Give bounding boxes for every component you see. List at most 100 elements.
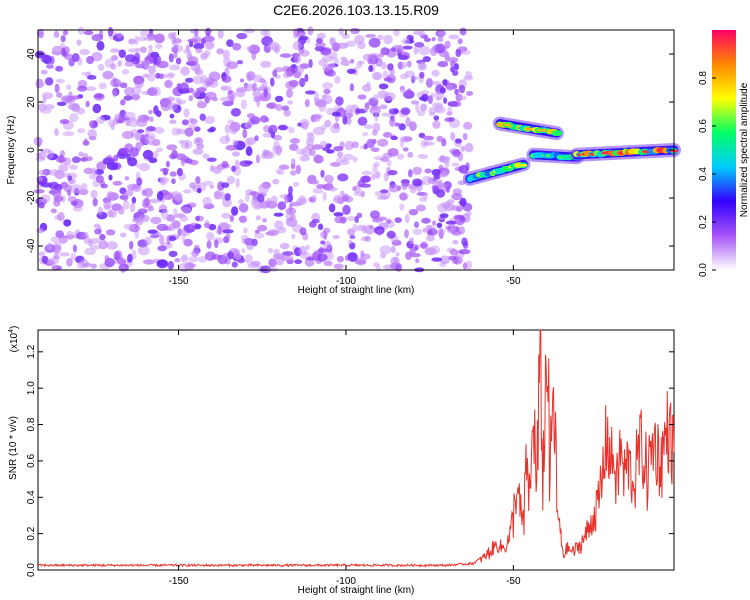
heatmap-noise-blob — [155, 147, 163, 153]
heatmap-noise-blob — [67, 189, 72, 197]
heatmap-noise-blob — [104, 257, 115, 268]
heatmap-noise-blob — [268, 247, 274, 254]
heatmap-noise-blob — [313, 180, 320, 185]
colorbar-tick-label: 0.8 — [698, 71, 709, 85]
heatmap-noise-blob — [338, 27, 344, 36]
heatmap-noise-blob — [126, 188, 134, 197]
heatmap-noise-blob — [118, 49, 127, 58]
heatmap-noise-blob — [63, 219, 72, 227]
heatmap-noise-blob — [33, 189, 45, 194]
heatmap-noise-blob — [299, 155, 310, 162]
heatmap-noise-blob — [60, 35, 66, 43]
heatmap-noise-blob — [457, 95, 467, 101]
heatmap-noise-blob — [205, 231, 215, 241]
heatmap-noise-blob — [400, 107, 411, 115]
heatmap-noise-blob — [180, 66, 190, 76]
heatmap-noise-blob — [91, 51, 103, 62]
heatmap-noise-blob — [376, 229, 383, 236]
heatmap-noise-blob — [219, 135, 231, 145]
heatmap-noise-blob — [260, 115, 269, 123]
heatmap-noise-blob — [191, 250, 200, 257]
heatmap-noise-blob — [245, 146, 253, 157]
heatmap-noise-blob — [366, 138, 375, 149]
heatmap-noise-blob — [393, 28, 400, 37]
heatmap-noise-blob — [131, 196, 137, 204]
heatmap-noise-blob — [123, 95, 133, 101]
heatmap-noise-blob — [421, 93, 429, 102]
heatmap-noise-blob — [357, 116, 368, 126]
heatmap-noise-blob — [142, 59, 151, 69]
heatmap-noise-blob — [241, 238, 253, 245]
heatmap-noise-blob — [332, 235, 341, 239]
heatmap-noise-blob — [337, 173, 349, 182]
heatmap-noise-blob — [439, 87, 446, 94]
heatmap-noise-blob — [317, 223, 324, 231]
heatmap-noise-blob — [436, 179, 443, 190]
heatmap-noise-blob — [190, 118, 198, 125]
heatmap-noise-blob — [313, 91, 319, 102]
heatmap-noise-blob — [422, 56, 431, 63]
heatmap-noise-blob — [268, 230, 278, 237]
heatmap-noise-blob — [330, 162, 342, 167]
heatmap-noise-blob — [157, 245, 167, 252]
heatmap-noise-blob — [259, 265, 272, 274]
heatmap-noise-blob — [72, 156, 81, 164]
heatmap-noise-blob — [147, 65, 157, 75]
heatmap-noise-blob — [159, 234, 165, 245]
heatmap-noise-blob — [394, 217, 402, 224]
heatmap-noise-blob — [414, 221, 419, 228]
heatmap-noise-blob — [119, 147, 130, 154]
heatmap-noise-blob — [143, 36, 156, 42]
heatmap-noise-blob — [144, 236, 152, 246]
heatmap-noise-blob — [383, 34, 393, 45]
heatmap-noise-blob — [193, 42, 205, 50]
heatmap-noise-blob — [119, 82, 128, 89]
heatmap-noise-blob — [146, 89, 158, 96]
heatmap-noise-blob — [92, 103, 102, 114]
heatmap-noise-blob — [224, 193, 231, 201]
heatmap-noise-blob — [244, 138, 252, 148]
heatmap-noise-blob — [213, 190, 222, 200]
heatmap-noise-blob — [203, 50, 211, 58]
heatmap-noise-blob — [193, 137, 204, 146]
heatmap-noise-blob — [426, 78, 433, 88]
heatmap-noise-blob — [421, 217, 431, 224]
heatmap-noise-blob — [231, 165, 237, 172]
heatmap-noise-blob — [274, 220, 284, 230]
heatmap-noise-blob — [200, 74, 208, 84]
heatmap-noise-blob — [38, 251, 46, 257]
heatmap-noise-blob — [464, 142, 474, 153]
heatmap-noise-blob — [59, 173, 71, 178]
heatmap-noise-blob — [212, 97, 218, 102]
y-tick-label: 40 — [26, 48, 37, 60]
heatmap-noise-blob — [61, 183, 67, 190]
heatmap-noise-blob — [387, 170, 398, 176]
heatmap-noise-blob — [368, 65, 374, 72]
heatmap-noise-blob — [305, 244, 311, 251]
heatmap-noise-blob — [183, 108, 190, 118]
heatmap-noise-blob — [102, 70, 114, 80]
heatmap-noise-blob — [223, 223, 232, 229]
heatmap-noise-blob — [196, 188, 202, 194]
heatmap-noise-blob — [445, 220, 457, 225]
heatmap-noise-blob — [406, 60, 412, 68]
heatmap-noise-blob — [208, 223, 217, 231]
heatmap-noise-blob — [277, 124, 288, 131]
heatmap-noise-blob — [149, 116, 154, 122]
heatmap-noise-blob — [451, 205, 463, 212]
heatmap-noise-blob — [222, 229, 234, 234]
heatmap-noise-blob — [462, 133, 468, 141]
heatmap-noise-blob — [55, 78, 65, 84]
heatmap-noise-blob — [89, 238, 101, 245]
heatmap-noise-blob — [373, 94, 379, 102]
heatmap-noise-blob — [461, 237, 468, 247]
heatmap-noise-blob — [105, 229, 116, 236]
heatmap-noise-blob — [455, 48, 462, 58]
heatmap-noise-blob — [334, 76, 341, 84]
heatmap-noise-blob — [179, 215, 189, 222]
heatmap-noise-blob — [154, 126, 165, 134]
heatmap-noise-blob — [299, 77, 306, 88]
heatmap-noise-blob — [259, 78, 266, 84]
colorbar-ticks: 0.0 0.2 0.4 0.6 0.8 — [698, 71, 716, 277]
heatmap-noise-blob — [383, 77, 393, 82]
